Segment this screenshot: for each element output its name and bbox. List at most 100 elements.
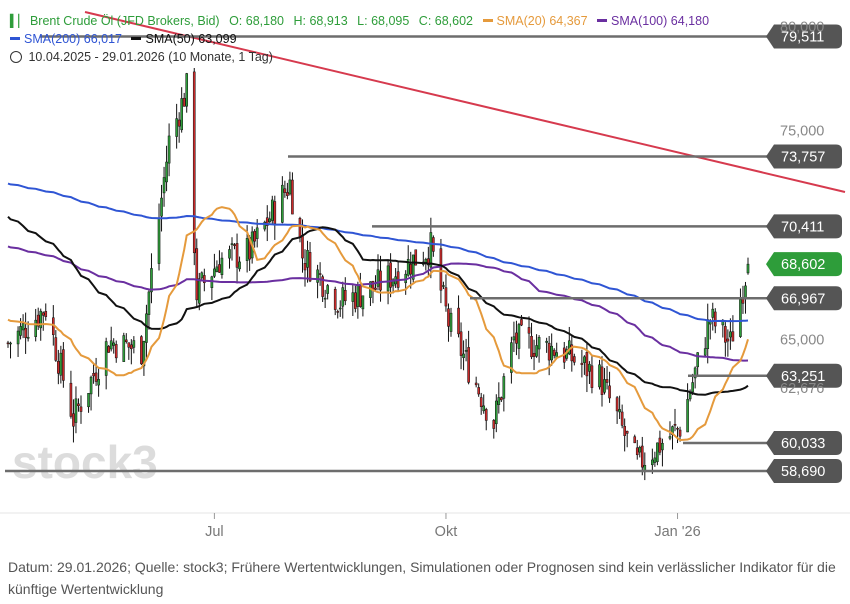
candle-body (316, 269, 319, 283)
candle-body (180, 98, 183, 131)
sma100-line (7, 245, 749, 362)
candle-body (668, 436, 672, 439)
sma100-swatch (597, 19, 608, 23)
candle-body (615, 397, 619, 412)
candle-body (338, 307, 342, 310)
candle-body (301, 235, 304, 259)
price-level-tag (766, 430, 842, 455)
clock-icon (10, 50, 22, 63)
candle-body (145, 313, 148, 343)
candle-body (26, 336, 30, 339)
candle-body (590, 365, 594, 388)
candle-body (69, 382, 73, 417)
candle-body (439, 248, 443, 291)
candle-body (74, 398, 78, 423)
candle-body (218, 264, 221, 273)
y-tick-label: 80,000 (780, 19, 824, 35)
x-tick-label: Okt (435, 524, 458, 540)
sma20-legend: SMA(20) 64,367 (482, 14, 592, 28)
candle-body (713, 311, 717, 327)
candle-body (182, 97, 186, 107)
candle-body (41, 312, 45, 316)
candle-body (281, 184, 284, 223)
candle-body (200, 272, 204, 279)
candle-body (79, 406, 83, 412)
candle-body (623, 426, 626, 436)
sma100-label: SMA(100) (611, 14, 668, 28)
sma200-swatch (10, 37, 20, 41)
candle-body (608, 385, 611, 399)
sma100-legend: SMA(100) 64,180 (597, 14, 709, 28)
candle-body (449, 312, 453, 332)
candle-body (379, 270, 382, 291)
x-tick-label: Jul (205, 524, 224, 540)
candle-body (97, 379, 100, 386)
candle-body (497, 397, 501, 405)
candle-body (306, 250, 309, 268)
sma200-value: 66,017 (83, 32, 122, 46)
candle-body (318, 273, 322, 275)
chart-area[interactable]: stock3 79,511 73,757 70,411 66,967 63,251 60,0… (0, 0, 850, 545)
candle-body (361, 295, 365, 310)
candle-body (585, 352, 589, 377)
candle-body (706, 319, 710, 349)
candle-body (661, 442, 664, 451)
candle-body (696, 352, 699, 368)
sma50-value: 63,099 (198, 32, 237, 46)
candle-body (9, 342, 12, 345)
candle-body (351, 292, 355, 302)
candle-body (638, 447, 642, 453)
candle-body (731, 331, 735, 342)
price-chart[interactable]: stock3 79,511 73,757 70,411 66,967 63,251 60,0… (0, 0, 850, 545)
candle-body (124, 339, 128, 342)
candle-body (147, 291, 151, 315)
candle-body (389, 262, 392, 288)
candle-body (605, 379, 609, 383)
candle-body (484, 409, 488, 421)
candle-body (44, 311, 48, 317)
candle-body (160, 197, 163, 217)
sma100-value: 64,180 (670, 14, 710, 28)
price-level-label: 66,967 (781, 291, 825, 307)
instrument-name: Brent Crude Öl (JFD Brokers, Bid) (29, 14, 220, 28)
candle-body (500, 397, 503, 401)
price-level-tag (766, 363, 842, 388)
candle-body (598, 364, 601, 388)
x-tick-label: Jan '26 (654, 524, 700, 540)
sma200-label: SMA(200) (24, 32, 81, 46)
candle-body (92, 373, 95, 377)
candle-body (678, 429, 682, 437)
candle-body (603, 379, 606, 393)
candle-body (746, 263, 750, 274)
candle-body (94, 372, 98, 382)
price-level-label: 79,511 (781, 29, 824, 45)
candle-body (414, 249, 418, 266)
candle-body (343, 289, 347, 302)
candle-body (658, 437, 662, 453)
candle-body (303, 263, 307, 271)
y-tick-label: 65,000 (780, 332, 824, 348)
candle-body (386, 265, 390, 292)
candle-body (24, 327, 27, 338)
candle-body (326, 285, 329, 294)
candle-body (442, 285, 445, 287)
candle-body (447, 308, 450, 327)
candle-body (336, 311, 340, 313)
candle-body (633, 436, 637, 444)
candle-body (517, 324, 521, 349)
candle-body (588, 363, 591, 372)
candle-body (270, 199, 274, 221)
price-level-label: 73,757 (781, 150, 825, 166)
candle-body (114, 344, 118, 359)
y-tick-label: 62,676 (780, 381, 824, 397)
chart-legend: ▍▏ Brent Crude Öl (JFD Brokers, Bid) O: … (10, 12, 709, 66)
candle-body (213, 268, 216, 277)
candle-body (691, 382, 694, 393)
candle-body (583, 356, 586, 363)
candle-body (744, 285, 747, 299)
candle-body (477, 387, 480, 395)
candle-body (238, 261, 241, 270)
sma200-legend: SMA(200) 66,017 (10, 32, 125, 46)
candle-body (510, 342, 513, 373)
candle-body (462, 353, 465, 358)
